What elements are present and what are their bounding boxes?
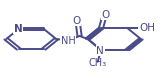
- Text: OH: OH: [139, 23, 155, 33]
- Text: CH₃: CH₃: [89, 58, 107, 68]
- Text: NH: NH: [61, 35, 75, 45]
- Text: N: N: [14, 24, 22, 34]
- Text: N: N: [96, 45, 104, 56]
- Text: O: O: [72, 16, 81, 26]
- Text: O: O: [102, 10, 110, 20]
